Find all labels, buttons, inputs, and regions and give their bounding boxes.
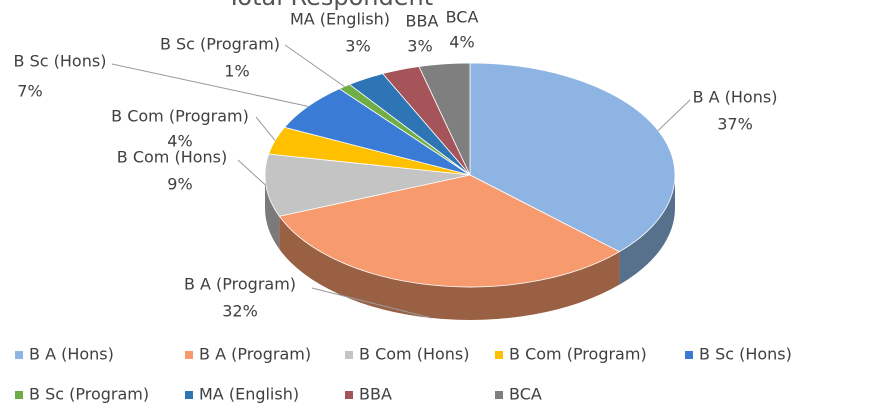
data-label: 1% — [224, 62, 249, 81]
legend-swatch — [685, 351, 693, 359]
data-label: 3% — [345, 37, 370, 56]
data-label: 9% — [167, 175, 192, 194]
legend-swatch — [15, 351, 23, 359]
data-label: 3% — [407, 37, 432, 56]
data-label-name: B Sc (Hons) — [14, 52, 107, 71]
data-label-name: MA (English) — [290, 10, 390, 29]
legend-label: B Com (Program) — [509, 345, 647, 364]
leader-line — [111, 63, 309, 107]
data-label-name: BCA — [446, 8, 479, 27]
data-label: 4% — [167, 132, 192, 151]
data-label-name: B Com (Hons) — [117, 148, 227, 167]
legend-swatch — [15, 391, 23, 399]
slice — [469, 62, 676, 253]
data-label-name: BBA — [406, 12, 439, 31]
slice — [278, 174, 621, 288]
legend-swatch — [345, 391, 353, 399]
leader-line — [284, 44, 345, 87]
chart-title: Total Respondent — [226, 0, 433, 11]
data-label: 37% — [717, 115, 753, 134]
legend-label: B Com (Hons) — [359, 345, 469, 364]
legend-label: B A (Hons) — [29, 345, 114, 364]
legend-swatch — [345, 351, 353, 359]
leader-line — [311, 287, 432, 319]
slice — [418, 62, 471, 176]
pie-tops — [264, 62, 676, 288]
legend-swatch — [185, 391, 193, 399]
legend-label: MA (English) — [199, 385, 299, 404]
data-label-name: B Sc (Program) — [160, 35, 280, 54]
legend-label: B A (Program) — [199, 345, 311, 364]
data-label-name: B A (Hons) — [693, 88, 778, 107]
data-label: 4% — [449, 33, 474, 52]
legend-swatch — [495, 351, 503, 359]
leader-line — [237, 159, 267, 186]
legend-label: B Sc (Program) — [29, 385, 149, 404]
data-label: 7% — [17, 82, 42, 101]
legend-label: B Sc (Hons) — [699, 345, 792, 364]
legend-label: BCA — [509, 385, 542, 404]
leader-line — [255, 116, 276, 141]
pie-sides — [265, 175, 675, 321]
slice-side — [265, 175, 280, 250]
legend-swatch — [495, 391, 503, 399]
legend-label: BBA — [359, 385, 392, 404]
leader-line — [657, 99, 691, 131]
data-label-name: B A (Program) — [184, 275, 296, 294]
legend-swatch — [185, 351, 193, 359]
slice-side — [279, 216, 620, 321]
slice-side — [619, 175, 675, 285]
data-label-name: B Com (Program) — [111, 107, 249, 126]
data-label: 32% — [222, 302, 258, 321]
